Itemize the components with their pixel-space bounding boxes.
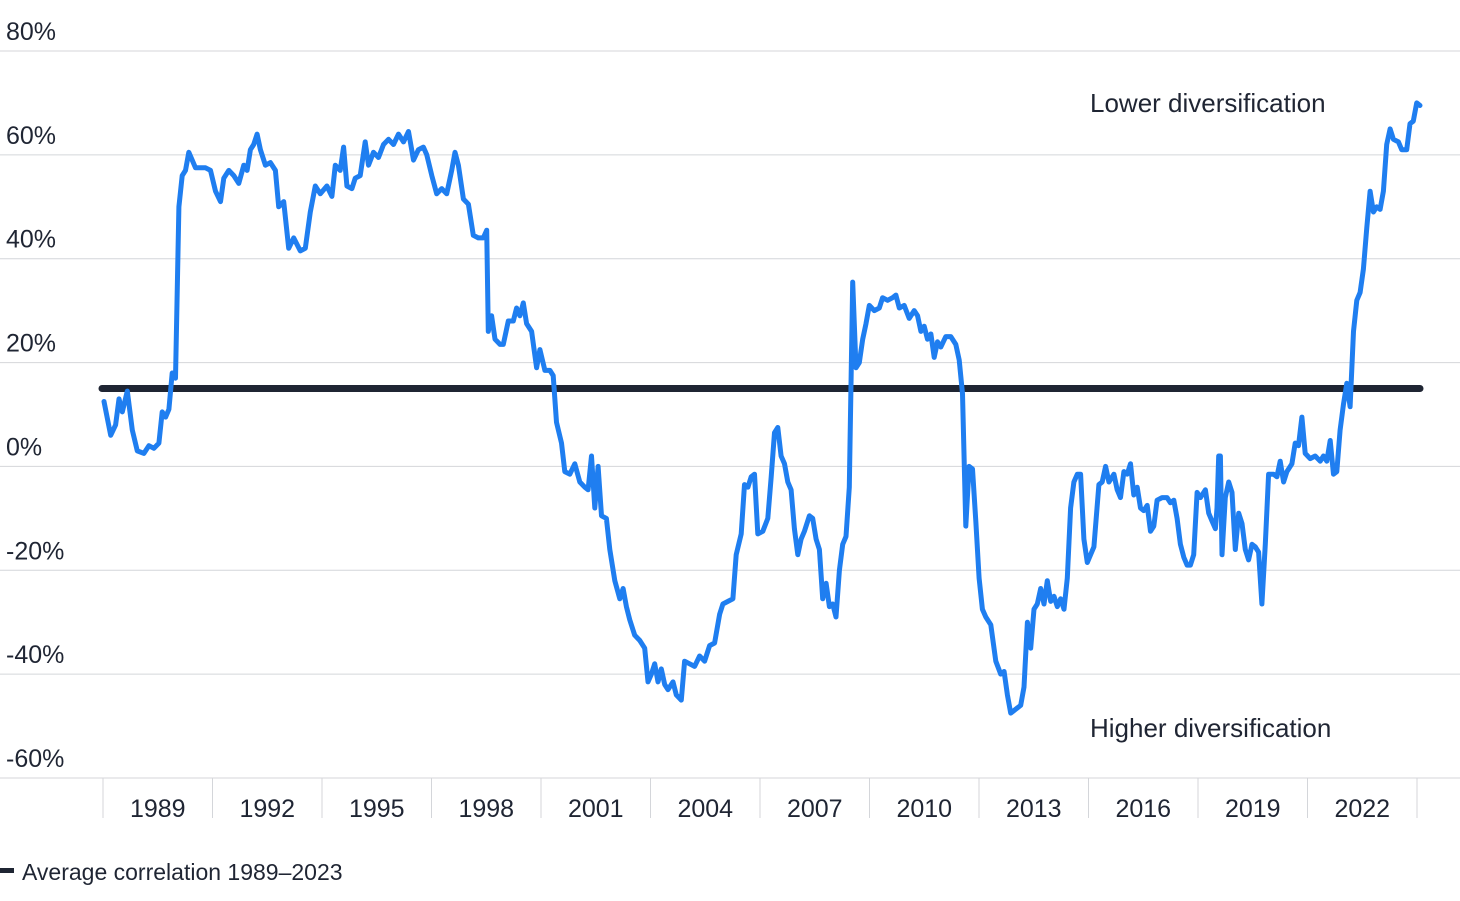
annotation-lower-diversification: Lower diversification [1090,88,1326,118]
x-tick-label: 1995 [349,795,405,823]
x-axis-tick-labels: 1989 1992 1995 1998 2001 2004 2007 2010 2013 2016… [130,795,1390,823]
y-tick-label: -20% [6,537,64,565]
y-tick-label: -60% [6,745,64,773]
correlation-series-line-0 [101,100,1423,716]
x-tick-label: 2019 [1225,795,1281,823]
x-tick-label: 2010 [896,795,952,823]
y-tick-label: -40% [6,641,64,669]
y-tick-label: 20% [6,330,56,358]
x-tick-label: 1989 [130,795,186,823]
y-tick-label: 0% [6,433,42,461]
x-tick-label: 2016 [1115,795,1171,823]
y-tick-label: 80% [6,18,56,46]
grid-lines [0,50,1460,818]
y-axis-tick-labels: 80% 60% 40% 20% 0% -20% -40% -60% [6,18,64,773]
y-tick-label: 40% [6,226,56,254]
x-tick-label: 2004 [677,795,733,823]
annotation-higher-diversification: Higher diversification [1090,713,1331,743]
x-tick-label: 2013 [1006,795,1062,823]
y-tick-label: 60% [6,122,56,150]
legend-average-swatch [0,868,14,873]
x-tick-label: 2007 [787,795,843,823]
x-tick-label: 2001 [568,795,624,823]
x-tick-label: 1998 [458,795,514,823]
legend-average-label: Average correlation 1989–2023 [22,859,343,885]
x-tick-label: 1992 [239,795,295,823]
series-group [101,100,1423,716]
legend: Average correlation 1989–2023 [0,859,343,885]
x-tick-label: 2022 [1334,795,1390,823]
